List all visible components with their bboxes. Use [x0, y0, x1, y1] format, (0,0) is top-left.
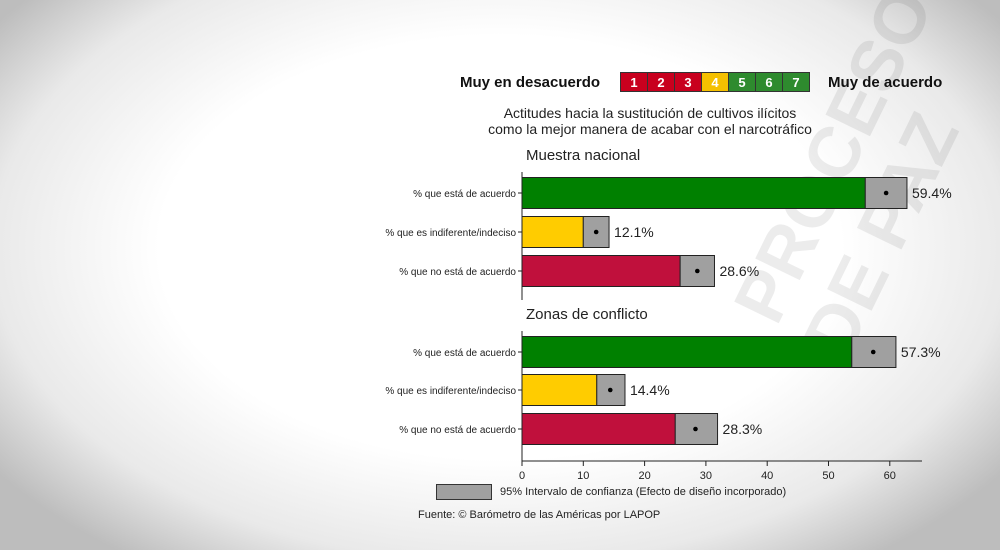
x-tick-label: 30	[700, 470, 712, 482]
source-note: Fuente: © Barómetro de las Américas por …	[418, 509, 661, 521]
scale-box-2: 2	[648, 73, 676, 91]
bar	[521, 413, 676, 445]
scale-box-6: 6	[756, 73, 784, 91]
category-label: % que está de acuerdo	[413, 348, 516, 359]
scale-box-5: 5	[729, 73, 757, 91]
data-label: 59.4%	[912, 185, 952, 201]
category-label: % que es indiferente/indeciso	[385, 386, 516, 397]
category-label: % que está de acuerdo	[413, 189, 516, 200]
legend-ci-swatch	[436, 484, 492, 500]
point-estimate	[607, 387, 613, 393]
category-label: % que es indiferente/indeciso	[385, 228, 516, 239]
chart-title-line-1: Actitudes hacia la sustitución de cultiv…	[503, 105, 797, 121]
bar	[521, 216, 584, 248]
data-label: 57.3%	[901, 344, 941, 360]
x-tick-label: 0	[519, 470, 525, 482]
scale-box-3: 3	[675, 73, 703, 91]
x-tick-label: 50	[822, 470, 834, 482]
x-tick-label: 10	[577, 470, 589, 482]
data-label: 12.1%	[614, 224, 654, 240]
panel-title: Zonas de conflicto	[526, 306, 648, 323]
agreement-scale: Muy en desacuerdo 1 2 3 4 5 6 7 Muy de a…	[460, 72, 942, 92]
category-label: % que no está de acuerdo	[399, 425, 516, 436]
bar	[521, 336, 853, 368]
point-estimate	[883, 190, 889, 196]
x-tick-label: 60	[884, 470, 896, 482]
data-label: 28.3%	[723, 421, 763, 437]
scale-box-7: 7	[783, 73, 810, 91]
bar	[521, 255, 681, 287]
data-label: 28.6%	[719, 263, 759, 279]
scale-box-1: 1	[621, 73, 649, 91]
data-label: 14.4%	[630, 382, 670, 398]
panel-title: Muestra nacional	[526, 147, 640, 164]
bar	[521, 177, 866, 209]
point-estimate	[695, 268, 700, 274]
point-estimate	[593, 229, 599, 235]
chart-title: Actitudes hacia la sustitución de cultiv…	[420, 105, 880, 137]
x-tick-label: 20	[638, 470, 650, 482]
legend: 95% Intervalo de confianza (Efecto de di…	[436, 484, 786, 500]
scale-right-label: Muy de acuerdo	[828, 73, 943, 91]
scale-left-label: Muy en desacuerdo	[460, 73, 601, 91]
confidence-interval	[674, 413, 719, 445]
legend-ci-label: 95% Intervalo de confianza (Efecto de di…	[500, 486, 787, 498]
point-estimate	[693, 426, 698, 432]
x-tick-label: 40	[761, 470, 773, 482]
scale-box-4: 4	[702, 73, 730, 91]
bar	[521, 374, 598, 406]
point-estimate	[870, 349, 876, 355]
category-label: % que no está de acuerdo	[399, 267, 516, 278]
chart-title-line-2: como la mejor manera de acabar con el na…	[488, 121, 812, 137]
scale-boxes: 1 2 3 4 5 6 7	[620, 72, 811, 92]
